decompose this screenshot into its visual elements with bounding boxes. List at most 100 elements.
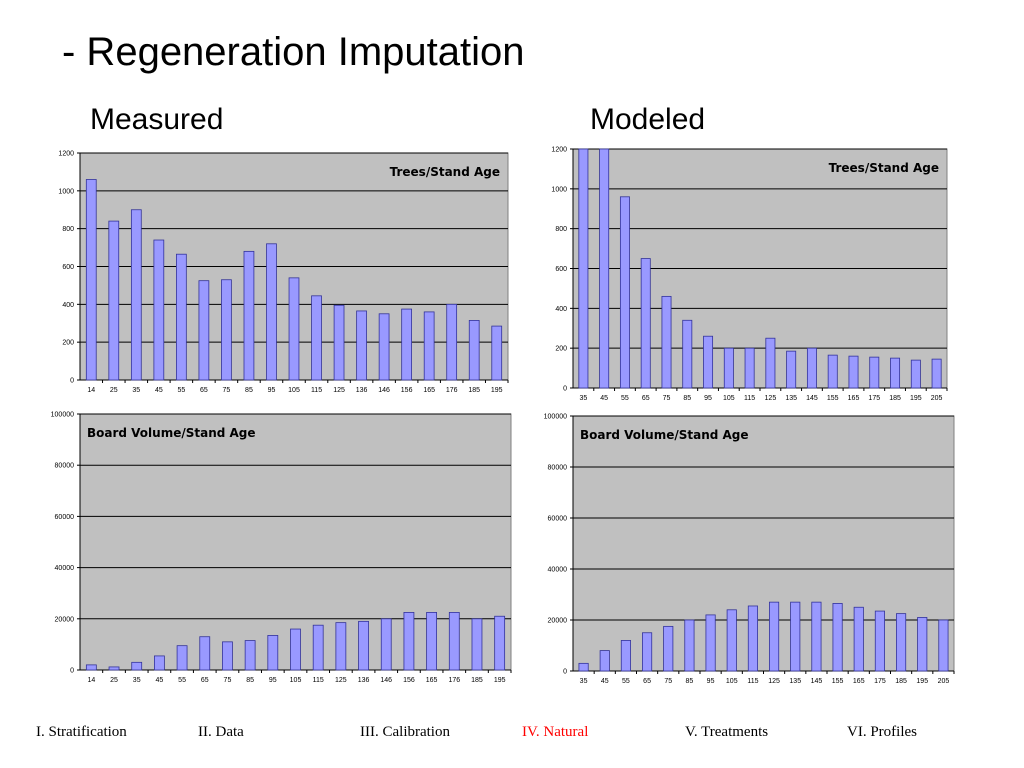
x-tick-label: 85 [686,678,694,685]
bar [682,319,693,389]
measured-trees-svg: 0 200 400 600 800 1000 1200 14 25 35 45 55 65 75 85 95 1… [58,151,509,394]
x-tick-label: 145 [806,395,818,402]
bar [423,311,435,381]
x-tick-label: 165 [423,387,435,394]
bar [288,277,300,381]
bar [806,347,817,389]
modeled-trees-chart: 0 200 400 600 800 1000 1200 35 45 55 65 75 85 95 105 11… [0,0,960,402]
bar [853,606,864,672]
x-tick-label: 146 [380,677,392,684]
bar [684,619,695,672]
y-tick-label: 800 [555,226,567,233]
x-tick-label: 75 [663,395,671,402]
bar [198,280,210,381]
y-tick-label: 0 [563,386,567,393]
nav-profiles[interactable]: VI. Profiles [847,724,917,740]
y-tick-label: 0 [70,668,74,675]
bar [176,645,188,671]
x-tick-label: 55 [178,677,186,684]
x-tick-label: 135 [789,678,801,685]
bar [786,350,797,389]
x-tick-label: 85 [683,395,691,402]
bar [108,666,120,671]
x-tick-label: 75 [223,387,231,394]
bar [403,612,415,671]
bar [448,612,460,671]
x-tick-label: 35 [579,395,587,402]
bar [468,320,480,381]
bar [243,250,255,381]
bar [896,613,907,672]
y-tick-label: 60000 [55,514,75,521]
x-tick-label: 35 [580,678,588,685]
x-tick-label: 115 [744,395,755,402]
bar [703,335,714,389]
bar [358,620,369,671]
y-tick-label: 40000 [55,565,75,572]
y-tick-label: 0 [563,669,567,676]
bar [471,618,483,671]
x-tick-label: 55 [622,678,630,685]
x-tick-label: 85 [246,677,254,684]
x-tick-label: 95 [269,677,277,684]
y-tick-label: 1000 [58,188,74,195]
modeled-heading: Modeled [590,103,706,136]
x-tick-label: 65 [200,387,208,394]
bar [491,325,503,381]
nav-calibration[interactable]: III. Calibration [360,724,450,740]
page-title: - Regeneration Imputation [62,30,525,74]
nav-stratification[interactable]: I. Stratification [36,724,127,740]
x-tick-label: 185 [889,395,901,402]
x-tick-label: 155 [832,678,844,685]
chart-title: Trees/Stand Age [390,165,500,179]
bar [811,601,822,672]
x-tick-label: 165 [426,677,438,684]
nav-treatments[interactable]: V. Treatments [685,724,769,740]
x-tick-label: 95 [707,678,715,685]
x-tick-label: 176 [446,387,458,394]
x-tick-label: 95 [704,395,712,402]
x-tick-label: 85 [245,387,253,394]
bar [131,661,143,671]
bar [620,640,631,672]
bar [661,295,672,389]
nav-natural[interactable]: IV. Natural [522,724,589,740]
x-tick-label: 195 [916,678,928,685]
x-tick-label: 65 [201,677,209,684]
x-tick-label: 45 [155,677,163,684]
x-tick-label: 145 [811,678,823,685]
x-tick-label: 115 [747,678,758,685]
modeled-volume-chart: 0 20000 40000 60000 80000 100000 35 45 55 65 75 85 9… [544,414,955,685]
bar [333,304,345,381]
x-tick-label: 205 [938,678,950,685]
bar [705,614,716,672]
x-tick-label: 95 [268,387,276,394]
x-tick-label: 75 [664,678,672,685]
bar [335,622,347,671]
x-tick-label: 176 [448,677,460,684]
bar [938,619,949,672]
x-tick-label: 45 [601,678,609,685]
y-tick-label: 1200 [58,151,74,158]
measured-heading: Measured [90,103,224,136]
bar [723,347,734,389]
x-tick-label: 205 [931,395,943,402]
chart-title: Board Volume/Stand Age [580,428,749,442]
bar [910,359,921,389]
x-tick-label: 55 [177,387,185,394]
x-tick-label: 125 [333,387,345,394]
bar [494,615,506,671]
x-tick-label: 155 [827,395,839,402]
y-tick-label: 0 [70,378,74,385]
measured-volume-chart: 0 20000 40000 60000 80000 100000 14 25 35 45 55 65 7… [0,0,520,690]
bar [378,313,390,381]
bar [130,209,142,381]
bar [790,601,801,672]
x-tick-label: 146 [378,387,390,394]
y-tick-label: 100000 [51,412,74,419]
y-tick-label: 60000 [548,516,568,523]
measured-trees-chart: 0 200 400 600 800 1000 1200 14 25 35 45 55 65 75 85 95 1… [0,0,520,400]
y-tick-label: 200 [62,340,74,347]
x-tick-label: 125 [765,395,777,402]
nav-data[interactable]: II. Data [198,724,244,740]
